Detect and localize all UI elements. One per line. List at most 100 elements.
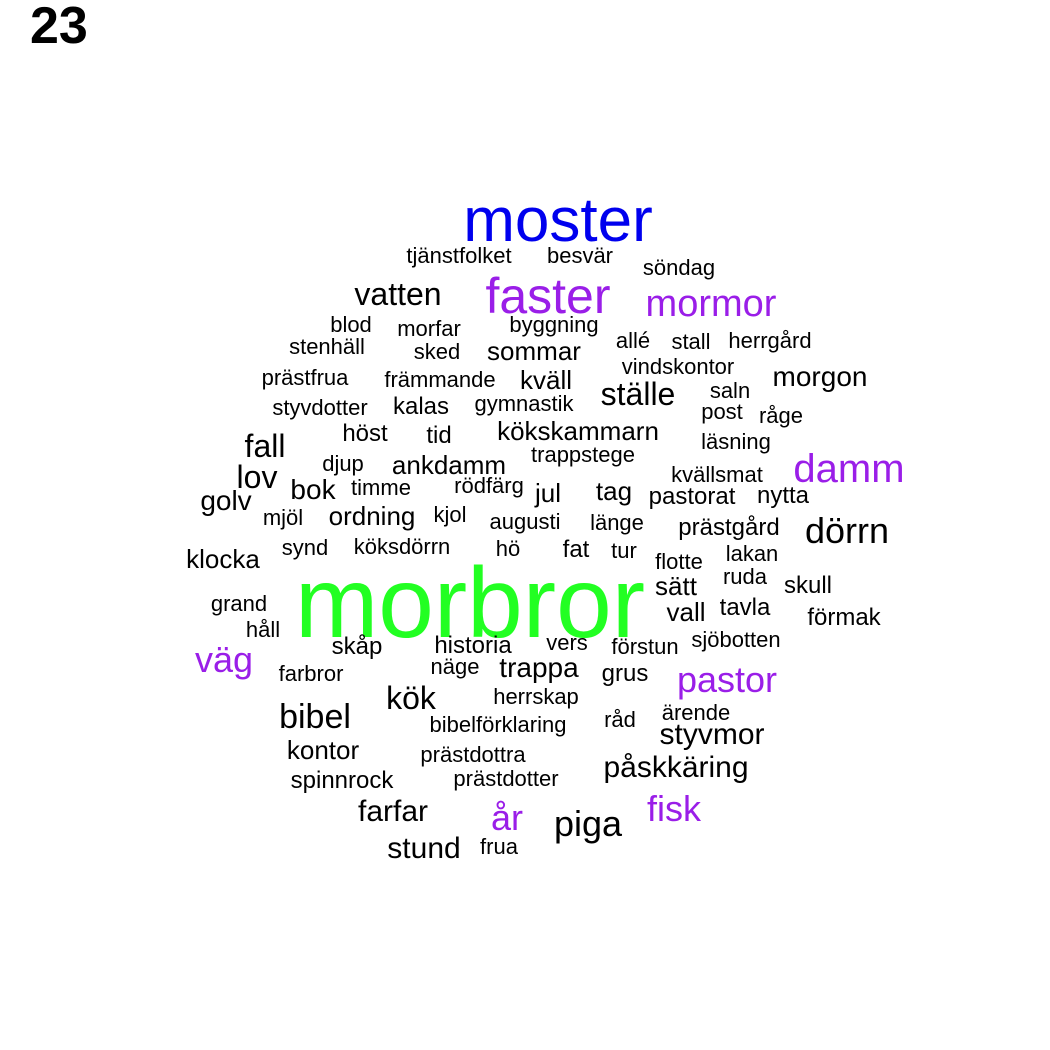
word-frua: frua [480,834,518,859]
word-piga: piga [553,803,623,844]
word-nytta: nytta [756,482,810,509]
word-jul: jul [534,478,562,508]
word-prastfrua: prästfrua [261,365,349,390]
word-tag: tag [595,476,633,506]
word-augusti: augusti [489,509,561,534]
word-prastdotter: prästdotter [453,766,559,791]
word-mormor: mormor [645,283,777,325]
word-saln: saln [709,378,751,403]
word-rad: råd [604,707,636,732]
word-rage: råge [758,403,804,428]
word-vall: vall [666,597,706,627]
word-spinnrock: spinnrock [290,767,394,794]
word-pastor: pastor [676,659,778,700]
word-stund: stund [387,832,461,865]
word-nage: näge [430,654,480,679]
word-ankdamm: ankdamm [391,450,507,480]
word-herrskap: herrskap [493,684,579,709]
word-bok: bok [290,474,336,505]
word-fall: fall [244,428,286,464]
word-bibel: bibel [279,698,351,736]
word-sommar: sommar [487,336,581,366]
word-satt: sätt [655,571,697,601]
word-kjol: kjol [433,502,467,527]
word-ordning: ordning [328,501,416,531]
word-post: post [701,399,743,424]
word-all: allé [615,328,651,353]
word-kok: kök [386,680,436,716]
word-forstun: förstun [611,634,679,659]
word-ar: år [490,797,524,838]
word-stall: stall [671,329,711,354]
word-lakan: lakan [725,541,779,566]
word-sked: sked [413,339,461,364]
word-fat: fat [562,536,590,563]
word-styvmor: styvmor [659,718,765,751]
word-frammande: främmande [384,367,496,392]
word-tur: tur [611,538,637,563]
word-hall: håll [245,617,281,642]
word-faster: faster [485,268,611,324]
word-ruda: ruda [722,564,768,589]
word-golv: golv [200,485,252,516]
word-vers: vers [546,630,588,655]
word-djup: djup [322,451,364,476]
word-vatten: vatten [354,276,442,312]
word-host: höst [342,420,388,447]
word-kvallsmat: kvällsmat [671,462,763,487]
word-vag: väg [194,639,254,680]
word-historia: historia [434,632,512,659]
word-sjobotten: sjöbotten [691,627,781,652]
word-timme: timme [351,475,411,500]
word-prastdottra: prästdottra [420,742,526,767]
word-vindskontor: vindskontor [621,354,735,379]
word-koksdorrn: köksdörrn [353,534,451,559]
word-lov: lov [236,459,278,495]
word-sondag: söndag [642,255,716,280]
word-lange: länge [590,510,644,535]
word-arende: ärende [661,700,731,725]
word-blod: blod [330,312,372,337]
word-moster: moster [463,186,653,255]
word-morfar: morfar [397,316,461,341]
word-tavla: tavla [719,594,771,621]
word-fisk: fisk [647,788,701,829]
word-herrgard: herrgård [728,328,812,353]
word-formak: förmak [807,604,881,631]
word-skull: skull [783,572,833,599]
word-byggning: byggning [509,312,599,337]
word-stalle: ställe [600,376,676,412]
word-bibelforklaring: bibelförklaring [429,712,567,737]
word-stenhall: stenhäll [289,334,365,359]
word-farfar: farfar [357,795,429,828]
word-rodfarg: rödfärg [454,473,524,498]
word-paskkaring: påskkäring [603,751,749,784]
word-klocka: klocka [186,544,260,574]
word-tid: tid [426,422,452,449]
word-gymnastik: gymnastik [474,391,574,416]
word-dorrn: dörrn [804,510,890,551]
word-damm: damm [793,447,905,491]
word-lasning: läsning [701,429,771,454]
word-trappa: trappa [499,652,579,683]
word-synd: synd [281,535,329,560]
word-kontor: kontor [286,735,360,765]
word-flotte: flotte [655,549,703,574]
word-styvdotter: styvdotter [272,395,368,420]
word-farbror: farbror [278,661,344,686]
word-pastorat: pastorat [648,483,736,510]
word-prastgard: prästgård [678,514,780,541]
word-morgon: morgon [772,361,868,392]
word-tjanstfolket: tjänstfolket [406,243,512,268]
word-kokskammarn: kökskammarn [497,416,659,446]
word-mjol: mjöl [262,505,304,530]
word-kalas: kalas [392,393,450,420]
figure-number-label: 23 [30,0,88,55]
word-grand: grand [210,591,268,616]
word-ho: hö [495,536,521,561]
word-kvall: kväll [519,365,573,395]
word-skap: skåp [331,633,383,660]
word-besvar: besvär [546,243,614,268]
word-trappstege: trappstege [531,442,635,467]
